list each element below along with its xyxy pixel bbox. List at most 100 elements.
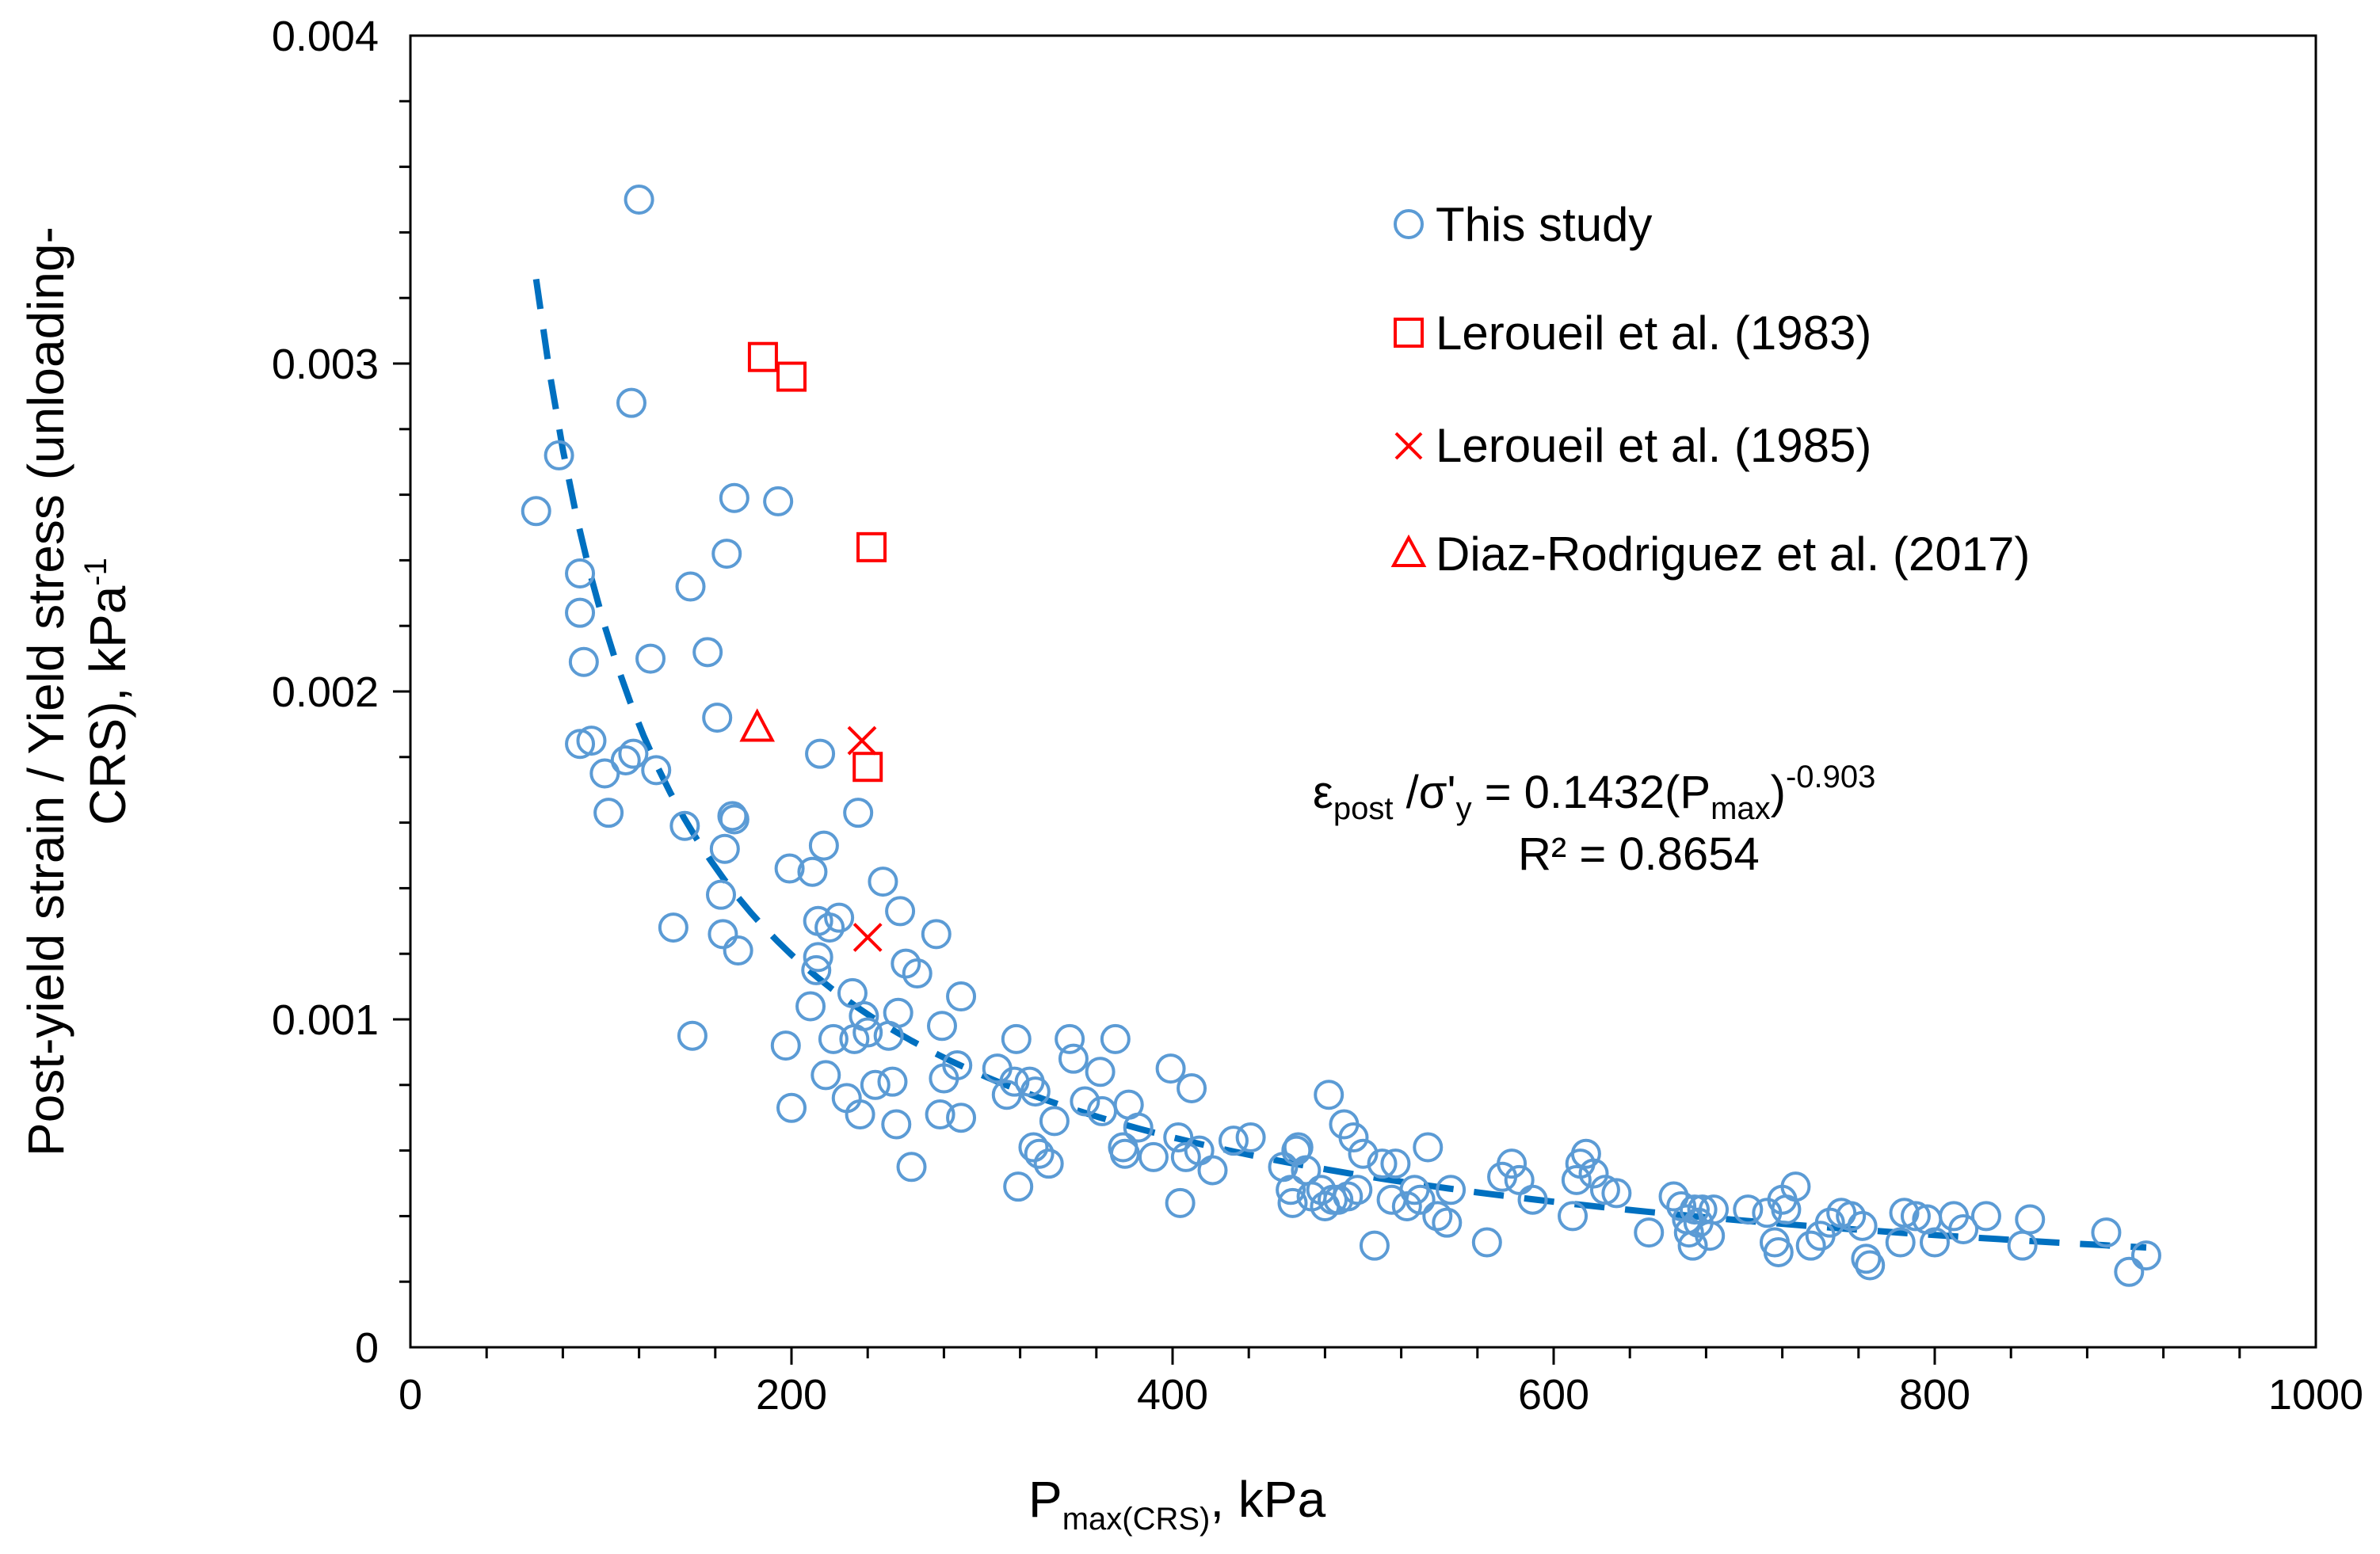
this-study-point bbox=[1948, 1213, 1979, 1244]
this-study-point bbox=[1561, 1164, 1592, 1195]
this-study-point bbox=[946, 981, 977, 1012]
legend-label-leroueil-1983: Leroueil et al. (1983) bbox=[1436, 307, 1871, 360]
this-study-point bbox=[1780, 1171, 1811, 1202]
this-study-point bbox=[677, 1020, 708, 1051]
y-tick-label: 0.003 bbox=[272, 341, 379, 388]
this-study-point bbox=[843, 798, 874, 828]
this-study-point bbox=[1436, 1175, 1467, 1205]
this-study-point bbox=[635, 643, 666, 674]
this-study-point bbox=[1058, 1043, 1089, 1074]
this-study-point bbox=[565, 558, 596, 588]
this-study-point bbox=[1165, 1187, 1196, 1218]
this-study-point bbox=[1155, 1053, 1186, 1084]
this-study-point bbox=[723, 935, 753, 966]
this-study-point bbox=[868, 867, 898, 897]
legend-marker-diaz-rodriguez-2017 bbox=[1390, 534, 1427, 567]
this-study-point bbox=[1497, 1148, 1528, 1179]
this-study-point bbox=[1679, 1194, 1710, 1225]
this-study-point bbox=[719, 482, 749, 513]
this-study-point bbox=[1197, 1155, 1228, 1186]
this-study-point bbox=[709, 833, 740, 864]
this-study-point bbox=[1399, 1175, 1430, 1205]
this-study-point bbox=[776, 1092, 807, 1123]
this-study-point bbox=[852, 1017, 883, 1048]
this-study-point bbox=[1699, 1194, 1730, 1225]
this-study-point bbox=[2130, 1240, 2161, 1271]
this-study-point bbox=[1405, 1184, 1436, 1215]
this-study-point bbox=[711, 539, 742, 569]
x-tick-label: 400 bbox=[1137, 1371, 1208, 1419]
this-study-point bbox=[1039, 1106, 1070, 1137]
this-study-point bbox=[1123, 1112, 1154, 1143]
this-study-point bbox=[2114, 1256, 2145, 1287]
this-study-point bbox=[808, 830, 839, 861]
this-study-point bbox=[641, 755, 672, 786]
this-study-point bbox=[1033, 1148, 1064, 1179]
this-study-point bbox=[1658, 1181, 1689, 1212]
this-study-point bbox=[1342, 1175, 1373, 1205]
this-study-point bbox=[1177, 1072, 1207, 1103]
this-study-point bbox=[1558, 1201, 1589, 1232]
y-axis-title: Post-yield strain / Yield stress (unload… bbox=[17, 227, 136, 1156]
this-study-point bbox=[1218, 1126, 1249, 1156]
legend: This study Leroueil et al. (1983) Leroue… bbox=[1390, 198, 2030, 581]
this-study-point bbox=[589, 758, 620, 789]
this-study-point bbox=[1277, 1187, 1308, 1218]
this-study-point bbox=[1763, 1236, 1794, 1267]
this-study-point bbox=[565, 597, 596, 628]
this-study-point bbox=[2015, 1204, 2046, 1235]
this-study-point bbox=[618, 738, 649, 769]
this-study-point bbox=[610, 745, 641, 775]
this-study-point bbox=[675, 571, 706, 602]
y-tick-label: 0.002 bbox=[272, 668, 379, 716]
this-study-point bbox=[1314, 1080, 1344, 1110]
this-study-point bbox=[891, 948, 921, 979]
this-study-point bbox=[1570, 1138, 1601, 1169]
this-study-point bbox=[801, 954, 832, 985]
this-study-point bbox=[1070, 1086, 1100, 1117]
y-tick-label: 0 bbox=[355, 1324, 379, 1372]
this-study-point bbox=[1235, 1122, 1266, 1153]
this-study-point bbox=[1970, 1201, 2001, 1232]
this-study-point bbox=[719, 804, 749, 835]
this-study-point bbox=[1634, 1217, 1665, 1248]
this-study-point bbox=[860, 1069, 891, 1100]
this-study-point bbox=[1855, 1250, 1886, 1281]
legend-label-leroueil-1985: Leroueil et al. (1985) bbox=[1436, 419, 1871, 472]
leroueil-1983-point bbox=[747, 341, 778, 372]
this-study-point bbox=[1889, 1198, 1920, 1228]
leroueil-1985-point bbox=[852, 923, 883, 952]
power-trendline bbox=[532, 278, 2147, 1251]
this-study-point bbox=[1109, 1138, 1140, 1169]
this-study-point bbox=[706, 879, 737, 910]
this-study-point bbox=[1471, 1227, 1502, 1258]
y-axis-title-line2: CRS), kPa-1 bbox=[78, 558, 136, 825]
this-study-point bbox=[692, 637, 723, 668]
this-study-point bbox=[1100, 1023, 1131, 1054]
this-study-point bbox=[565, 729, 596, 760]
x-tick-label: 600 bbox=[1518, 1371, 1589, 1419]
this-study-point bbox=[1413, 1132, 1444, 1163]
data-points bbox=[521, 185, 2161, 1287]
this-study-point bbox=[774, 853, 805, 884]
x-axis-title: Pmax(CRS), kPa bbox=[1028, 1471, 1326, 1537]
this-study-point bbox=[1333, 1181, 1364, 1212]
y-axis-title-line1: Post-yield strain / Yield stress (unload… bbox=[17, 227, 74, 1156]
legend-label-this-study: This study bbox=[1436, 198, 1652, 251]
this-study-point bbox=[926, 1011, 957, 1042]
this-study-point bbox=[1733, 1194, 1764, 1225]
leroueil-1983-point bbox=[852, 752, 883, 783]
this-study-point bbox=[1380, 1148, 1411, 1179]
this-study-point bbox=[763, 486, 794, 516]
this-study-point bbox=[1085, 1057, 1116, 1087]
x-tick-label: 0 bbox=[399, 1371, 422, 1419]
this-study-point bbox=[1422, 1201, 1453, 1232]
this-study-point bbox=[925, 1099, 955, 1130]
this-study-point bbox=[1589, 1175, 1620, 1205]
this-study-point bbox=[814, 912, 845, 943]
this-study-point bbox=[1055, 1023, 1085, 1054]
legend-label-diaz-rodriguez-2017: Diaz-Rodriguez et al. (2017) bbox=[1436, 528, 2030, 581]
this-study-point bbox=[1673, 1217, 1704, 1248]
legend-marker-this-study bbox=[1394, 209, 1424, 239]
